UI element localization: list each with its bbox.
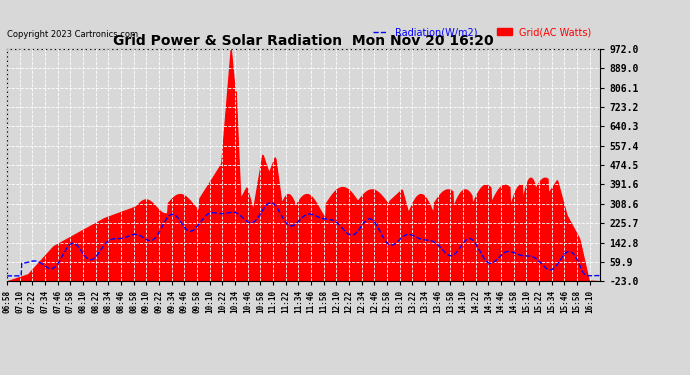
Text: Copyright 2023 Cartronics.com: Copyright 2023 Cartronics.com [7,30,138,39]
Title: Grid Power & Solar Radiation  Mon Nov 20 16:20: Grid Power & Solar Radiation Mon Nov 20 … [113,34,494,48]
Legend: Radiation(W/m2), Grid(AC Watts): Radiation(W/m2), Grid(AC Watts) [368,23,595,41]
